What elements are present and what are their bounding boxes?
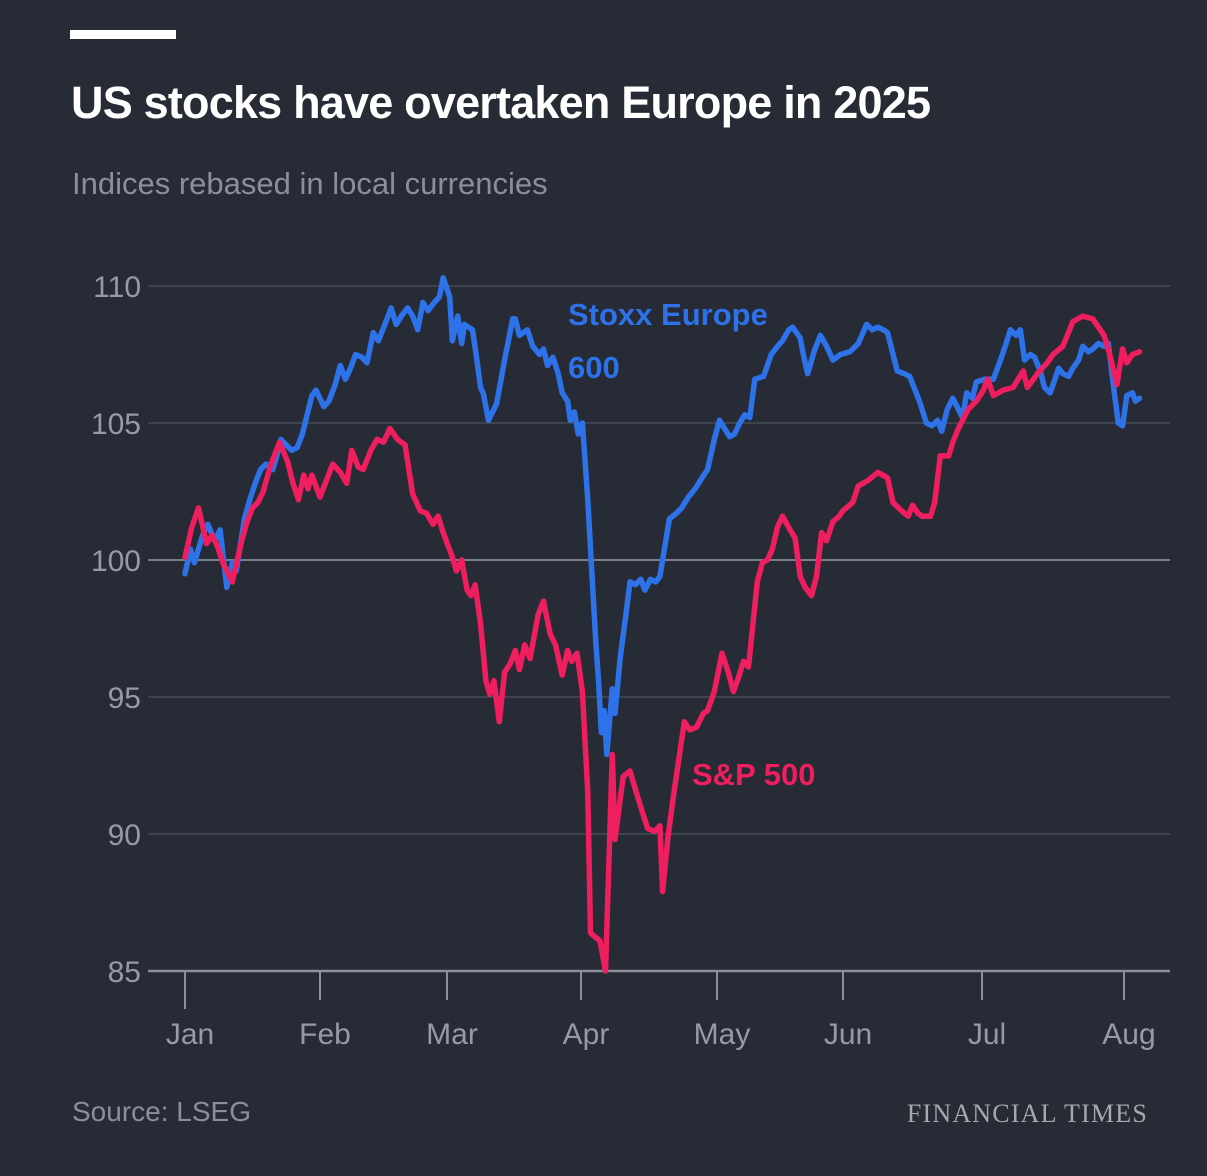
financial-times-logotype: FINANCIAL TIMES [906, 1099, 1148, 1128]
x-tick-label-Apr: Apr [563, 1018, 610, 1051]
series-label-stoxx-europe-600: Stoxx Europe 600 [568, 288, 768, 394]
y-tick-label-95: 95 [108, 682, 141, 715]
source-credit: Source: LSEG [72, 1096, 251, 1127]
chart-title: US stocks have overtaken Europe in 2025 [71, 77, 931, 128]
y-tick-label-100: 100 [91, 545, 141, 578]
y-tick-label-110: 110 [93, 271, 141, 304]
series-line-sp-500 [182, 313, 1143, 974]
y-tick-label-105: 105 [91, 408, 141, 441]
x-tick-label-May: May [694, 1018, 751, 1051]
x-tick-label-Aug: Aug [1102, 1018, 1155, 1051]
chart-subtitle: Indices rebased in local currencies [72, 166, 548, 201]
series-label-sp-500: S&P 500 [692, 757, 816, 792]
x-tick-label-Mar: Mar [426, 1018, 478, 1051]
x-tick-label-Jul: Jul [968, 1018, 1006, 1051]
y-tick-label-90: 90 [108, 819, 141, 852]
x-tick-label-Feb: Feb [299, 1018, 351, 1051]
ft-accent-bar [70, 30, 176, 39]
y-tick-label-85: 85 [108, 956, 141, 989]
series-label-stoxx-line1: Stoxx Europe [568, 297, 768, 332]
series-label-stoxx-line2: 600 [568, 350, 620, 385]
x-tick-label-Jan: Jan [166, 1018, 214, 1051]
x-tick-label-Jun: Jun [824, 1018, 872, 1051]
